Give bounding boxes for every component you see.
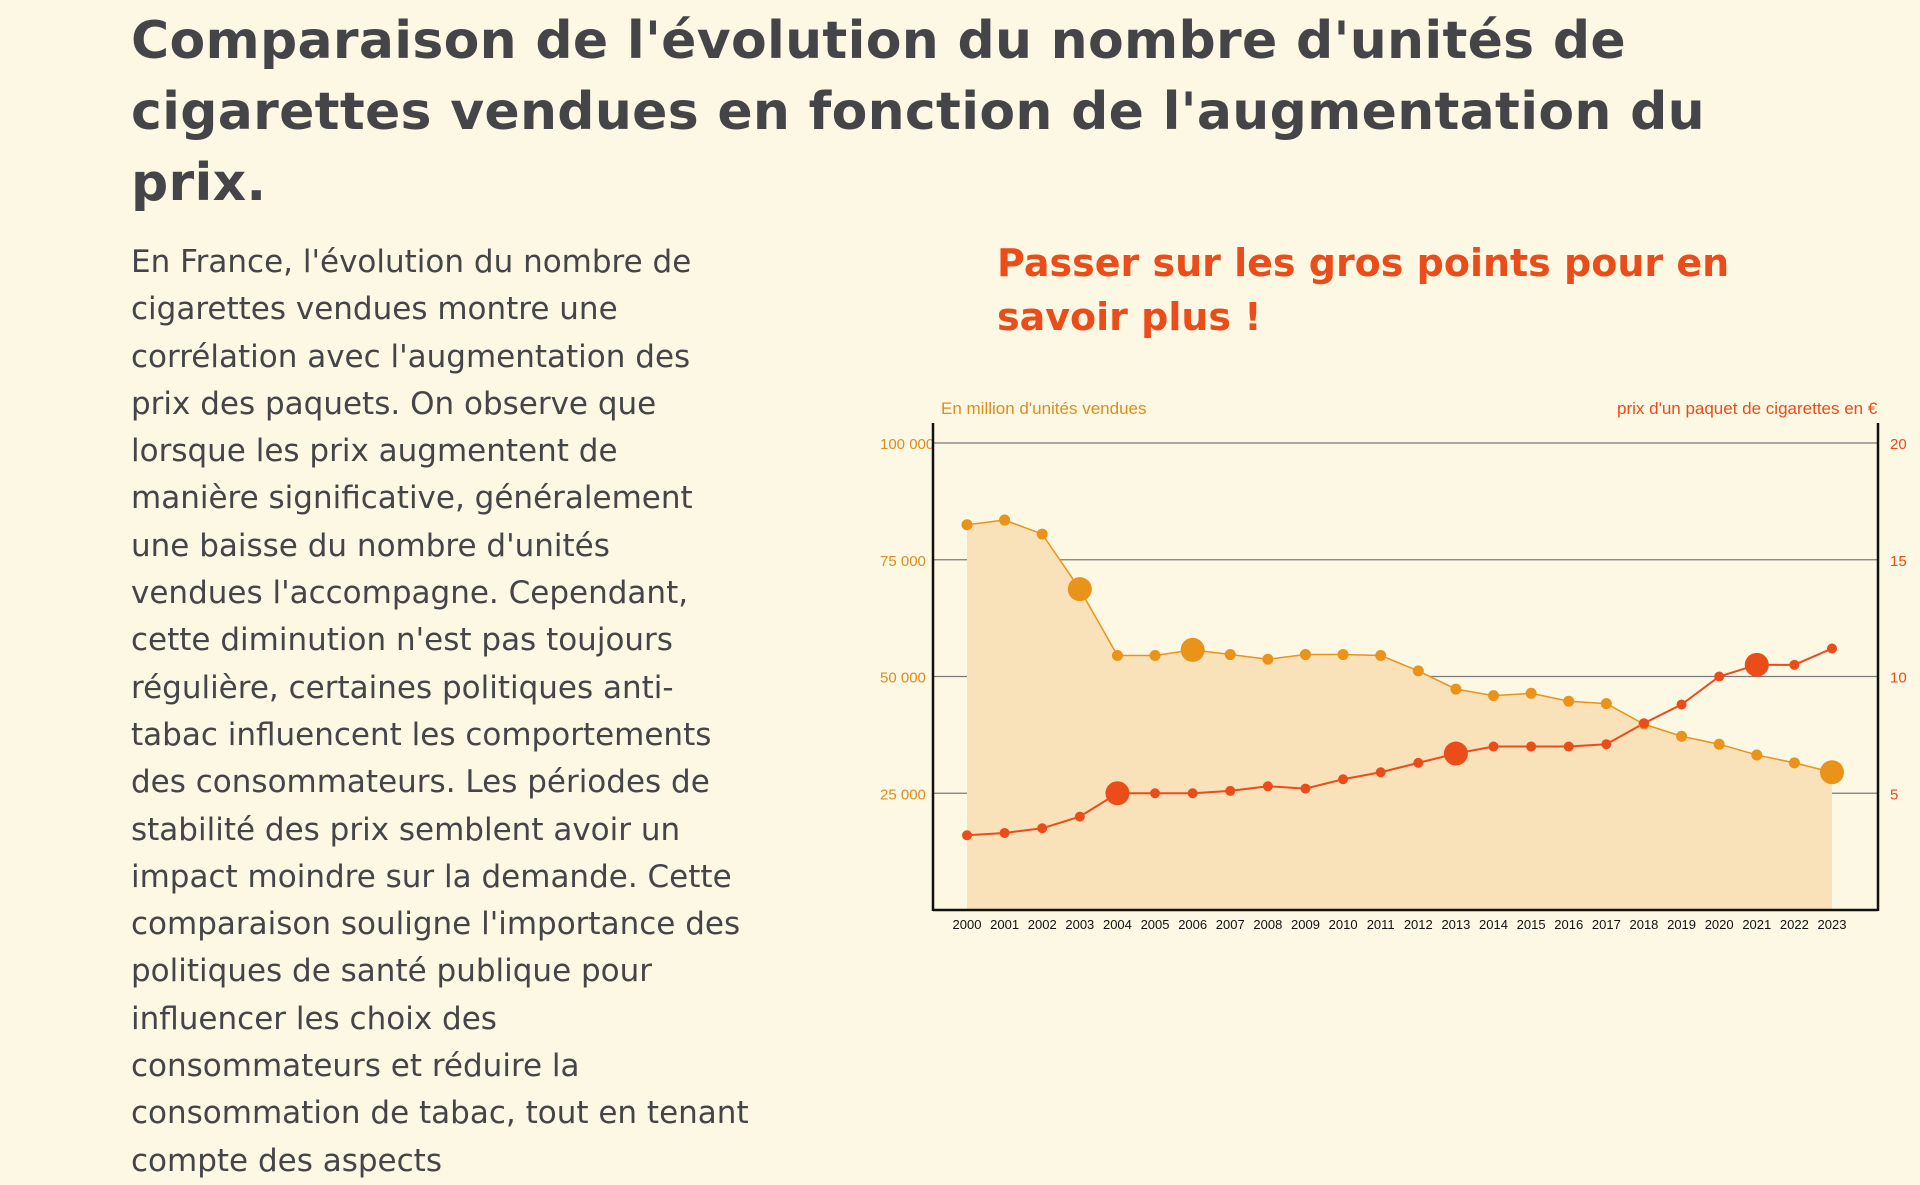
right-axis-label: prix d'un paquet de cigarettes en € — [1617, 399, 1878, 418]
sales-point — [1337, 649, 1349, 661]
sales-point — [1224, 649, 1236, 661]
sales-highlight-point[interactable] — [1180, 637, 1205, 662]
price-point — [1714, 671, 1725, 682]
right-tick-label: 20 — [1890, 436, 1907, 453]
x-tick-label: 2021 — [1742, 917, 1771, 932]
price-point — [1262, 781, 1273, 792]
price-point — [1225, 785, 1236, 796]
x-tick-label: 2012 — [1404, 917, 1433, 932]
price-point — [1638, 718, 1649, 729]
sales-area — [967, 520, 1832, 910]
price-point — [1526, 741, 1537, 752]
intro-paragraph: En France, l'évolution du nombre de ciga… — [131, 244, 749, 1179]
price-point — [1300, 783, 1311, 794]
left-axis-label: En million d'unités vendues — [941, 399, 1146, 418]
x-tick-label: 2017 — [1592, 917, 1621, 932]
sales-point — [1036, 528, 1048, 540]
sales-point — [1262, 653, 1274, 665]
right-tick-label: 15 — [1890, 553, 1907, 570]
sales-point — [1600, 698, 1612, 710]
right-tick-label: 10 — [1890, 670, 1907, 687]
price-point — [1676, 699, 1687, 710]
x-tick-label: 2016 — [1554, 917, 1583, 932]
x-tick-label: 2000 — [953, 917, 982, 932]
sales-point — [1488, 690, 1500, 702]
x-tick-label: 2015 — [1517, 917, 1546, 932]
price-point — [1338, 774, 1349, 785]
x-tick-label: 2003 — [1065, 917, 1094, 932]
x-tick-label: 2022 — [1780, 917, 1809, 932]
sales-point — [1450, 683, 1462, 695]
left-tick-label: 75 000 — [880, 553, 926, 570]
sales-point — [1111, 649, 1123, 661]
price-point — [1150, 788, 1161, 799]
left-tick-label: 100 000 — [880, 436, 934, 453]
x-tick-label: 2004 — [1103, 917, 1132, 932]
chart-hint: Passer sur les gros points pour en savoi… — [997, 241, 1730, 339]
sales-highlight-point[interactable] — [1067, 577, 1092, 602]
sales-point — [1412, 665, 1424, 677]
price-point — [1074, 811, 1085, 822]
price-point — [1488, 741, 1499, 752]
sales-highlight-point[interactable] — [1820, 760, 1844, 785]
price-point — [962, 830, 972, 841]
x-tick-label: 2011 — [1367, 917, 1395, 932]
x-tick-label: 2006 — [1178, 917, 1207, 932]
price-point — [1827, 643, 1837, 654]
price-point — [1601, 739, 1612, 750]
sales-point — [1751, 749, 1763, 761]
price-highlight-point[interactable] — [1443, 741, 1468, 766]
x-tick-label: 2013 — [1441, 917, 1470, 932]
x-tick-label: 2001 — [990, 917, 1019, 932]
price-point — [1037, 823, 1048, 834]
sales-point — [1299, 649, 1311, 661]
x-tick-label: 2018 — [1629, 917, 1658, 932]
sales-point — [1525, 687, 1537, 699]
sales-point — [999, 514, 1011, 526]
chart: 25 000 50 000 75 000 100 000 5 10 15 20 2000 2001… — [880, 399, 1907, 932]
x-tick-label: 2005 — [1141, 917, 1170, 932]
price-point — [1413, 757, 1424, 768]
sales-point — [1563, 695, 1575, 707]
sales-point — [1676, 730, 1688, 742]
x-tick-label: 2007 — [1216, 917, 1245, 932]
right-tick-label: 5 — [1890, 786, 1898, 803]
price-point — [999, 827, 1010, 838]
price-highlight-point[interactable] — [1105, 781, 1130, 806]
left-tick-label: 25 000 — [880, 786, 926, 803]
sales-point — [1149, 649, 1161, 661]
price-point — [1563, 741, 1574, 752]
x-tick-label: 2008 — [1253, 917, 1282, 932]
x-tick-label: 2023 — [1818, 917, 1847, 932]
x-tick-label: 2019 — [1667, 917, 1696, 932]
sales-line — [966, 519, 1833, 773]
page-title: Comparaison de l'évolution du nombre d'u… — [131, 11, 1705, 213]
left-tick-label: 50 000 — [880, 670, 926, 687]
x-tick-label: 2009 — [1291, 917, 1320, 932]
sales-point — [961, 519, 973, 531]
sales-point — [1375, 649, 1387, 661]
x-tick-label: 2020 — [1705, 917, 1734, 932]
price-highlight-point[interactable] — [1744, 652, 1769, 677]
x-tick-label: 2002 — [1028, 917, 1057, 932]
x-tick-label: 2010 — [1329, 917, 1358, 932]
sales-point — [1788, 757, 1800, 769]
price-point — [1789, 659, 1800, 670]
sales-point — [1713, 738, 1725, 750]
price-point — [1187, 788, 1198, 799]
price-point — [1375, 767, 1386, 778]
x-tick-label: 2014 — [1479, 917, 1508, 932]
